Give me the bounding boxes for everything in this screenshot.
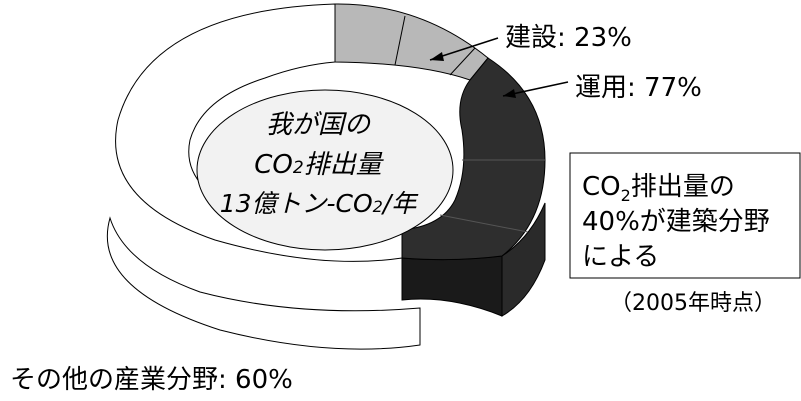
center-label-line3: 13億トン-CO2/年: [220, 189, 420, 218]
annotation-line3: による: [582, 242, 659, 272]
leader-arrow-construction: [430, 52, 444, 61]
slice-operation-side-front: [401, 255, 503, 317]
slice-other-side: [106, 216, 421, 350]
donut-side-walls: [106, 202, 546, 350]
center-label-line2: CO2排出量: [254, 150, 384, 180]
slice-label-other: その他の産業分野: 60%: [10, 365, 293, 395]
slice-construction-top: [334, 3, 489, 81]
annotation-box: [569, 152, 801, 279]
slice-label-operation: 運用: 77%: [575, 73, 702, 103]
slice-operation-divider-2: [439, 214, 529, 233]
donut-center: [196, 89, 454, 251]
center-label-line1: 我が国の: [266, 110, 372, 140]
slice-operation-top: [401, 57, 546, 261]
leader-arrow-operation: [503, 89, 516, 98]
annotation-line1: CO2排出量の: [582, 172, 735, 205]
slice-construction-divider-1: [394, 15, 406, 66]
chart-note: （2005年時点）: [610, 291, 776, 316]
slice-construction-divider-2: [449, 47, 476, 76]
annotation-line2: 40%が建築分野: [582, 207, 770, 237]
slice-label-construction: 建設: 23%: [505, 23, 632, 53]
slice-operation-side: [501, 202, 546, 317]
